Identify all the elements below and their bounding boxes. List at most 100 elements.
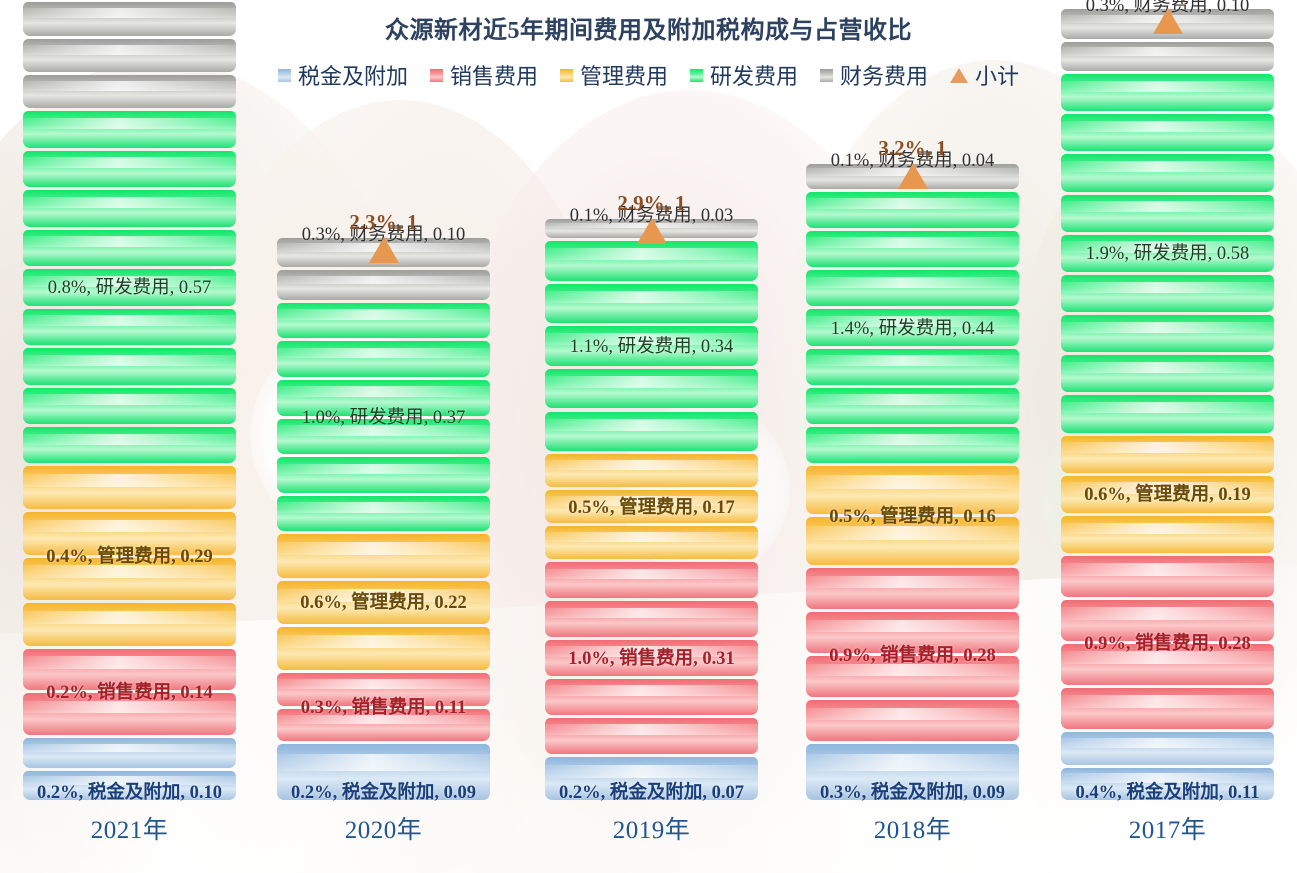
legend-item-4[interactable]: 研发费用	[690, 59, 798, 91]
bar-slice	[277, 744, 490, 800]
bar-slice	[23, 74, 236, 109]
segment-data-label: 0.2%, 销售费用, 0.14	[46, 682, 213, 703]
segment-data-label: 1.9%, 研发费用, 0.58	[1085, 244, 1250, 265]
legend-item-6[interactable]: 小计	[950, 59, 1019, 91]
column-year-label: 2021年	[90, 817, 169, 844]
subtotal-marker-group: 2.3%, 1	[277, 210, 490, 263]
bar-slice	[806, 191, 1019, 228]
bar-slice	[23, 648, 236, 691]
segment-data-label: 0.3%, 财务费用, 0.10	[301, 224, 466, 245]
bar-slice	[545, 490, 758, 524]
subtotal-marker-group: 2.9%, 1	[545, 191, 758, 245]
bar-slice	[23, 2, 236, 36]
segment-data-label: 0.2%, 税金及附加, 0.07	[558, 783, 744, 803]
bar-slice	[1061, 41, 1274, 72]
bar-slice	[806, 744, 1019, 800]
bar-slice	[277, 380, 490, 416]
bar-slice	[1061, 732, 1274, 765]
bar-slice	[806, 230, 1019, 268]
bar-slice	[1061, 355, 1274, 393]
segment-data-label: 1.4%, 研发费用, 0.44	[830, 318, 995, 339]
legend-item-1[interactable]: 税金及附加	[277, 59, 408, 91]
chart-legend: 税金及附加 销售费用 管理费用 研发费用 财务费用 小计	[0, 59, 1297, 91]
column-year-label: 2019年	[612, 817, 691, 844]
segment-data-label: 1.0%, 销售费用, 0.31	[568, 648, 735, 669]
page-title: 众源新材近5年期间费用及附加税构成与占营收比	[385, 18, 912, 44]
triangle-marker-icon	[368, 236, 399, 263]
legend-item-label: 研发费用	[710, 64, 799, 89]
triangle-marker-icon	[897, 162, 928, 189]
bar-slice	[806, 427, 1019, 464]
bar-slice	[23, 111, 236, 148]
bar-slice	[277, 495, 490, 532]
square-swatch-icon	[429, 68, 443, 82]
segment-data-label: 0.6%, 管理费用, 0.22	[300, 593, 467, 614]
bar-slice	[23, 348, 236, 385]
bar-slice	[1061, 556, 1274, 597]
bar-slice	[277, 457, 490, 493]
square-swatch-icon	[690, 68, 703, 82]
bar-slice	[23, 603, 236, 646]
subtotal-label: 2.9%, 1	[617, 191, 686, 216]
segment-data-label: 1.1%, 研发费用, 0.34	[569, 337, 734, 358]
bar-slice	[806, 656, 1019, 698]
legend-item-2[interactable]: 销售费用	[429, 59, 538, 91]
segment-data-label: 0.2%, 税金及附加, 0.09	[290, 783, 476, 803]
segment-data-label: 0.9%, 销售费用, 0.28	[1084, 633, 1251, 654]
bar-slice	[1061, 274, 1274, 313]
segment-data-label: 0.5%, 管理费用, 0.16	[829, 506, 996, 527]
bar-slice	[806, 700, 1019, 742]
bar-slice	[277, 534, 490, 578]
bar-slice	[806, 517, 1019, 566]
bar-slice	[1061, 600, 1274, 641]
legend-item-5[interactable]: 财务费用	[820, 59, 928, 91]
bar-slice	[1061, 154, 1274, 192]
bar-slice	[23, 693, 236, 736]
bar-slice	[23, 557, 236, 601]
segment-data-label: 0.8%, 研发费用, 0.57	[47, 278, 212, 299]
segment-data-label: 0.9%, 销售费用, 0.28	[829, 645, 996, 666]
bar-slice	[545, 717, 758, 754]
bar-slice	[1061, 435, 1274, 473]
bar-slice	[1061, 194, 1274, 232]
bar-slice	[1061, 395, 1274, 433]
subtotal-label: 3.2%, 1	[878, 135, 947, 160]
square-swatch-icon	[277, 68, 291, 82]
legend-item-label: 销售费用	[449, 64, 538, 89]
bar-slice	[23, 770, 236, 800]
bar-slice	[1061, 644, 1274, 686]
legend-item-label: 小计	[975, 64, 1020, 89]
bar-slice	[545, 368, 758, 409]
legend-item-3[interactable]: 管理费用	[559, 59, 668, 91]
bar-slice	[806, 270, 1019, 307]
bar-slice	[1061, 475, 1274, 513]
bar-slice	[277, 580, 490, 625]
bar-slice	[277, 302, 490, 339]
bar-slice	[23, 512, 236, 555]
triangle-marker-icon	[1152, 8, 1183, 35]
bar-slice	[277, 673, 490, 706]
bar-slice	[23, 308, 236, 346]
bar-slice	[23, 269, 236, 306]
bar-slice	[1061, 515, 1274, 553]
bar-slice	[545, 526, 758, 560]
bar-slice	[277, 341, 490, 377]
bar-slice	[1061, 114, 1274, 152]
segment-data-label: 0.4%, 税金及附加, 0.11	[1075, 783, 1260, 803]
bar-slice	[23, 427, 236, 464]
subtotal-marker-group: 3.2%, 1	[806, 136, 1019, 189]
bar-slice	[23, 387, 236, 424]
segment-data-label: 0.4%, 管理费用, 0.29	[46, 547, 213, 568]
segment-data-label: 0.3%, 税金及附加, 0.09	[819, 783, 1005, 803]
bar-slice	[806, 466, 1019, 515]
bar-slice	[806, 568, 1019, 610]
bar-slice	[545, 640, 758, 676]
segment-data-label: 1.0%, 研发费用, 0.37	[301, 408, 466, 429]
bar-slice	[545, 562, 758, 599]
bar-slice	[277, 708, 490, 742]
segment-data-label: 0.5%, 管理费用, 0.17	[568, 497, 735, 518]
bar-slice	[277, 627, 490, 671]
subtotal-label: 2.3%, 1	[349, 209, 418, 234]
bar-slice	[806, 348, 1019, 385]
bar-slice	[545, 241, 758, 281]
